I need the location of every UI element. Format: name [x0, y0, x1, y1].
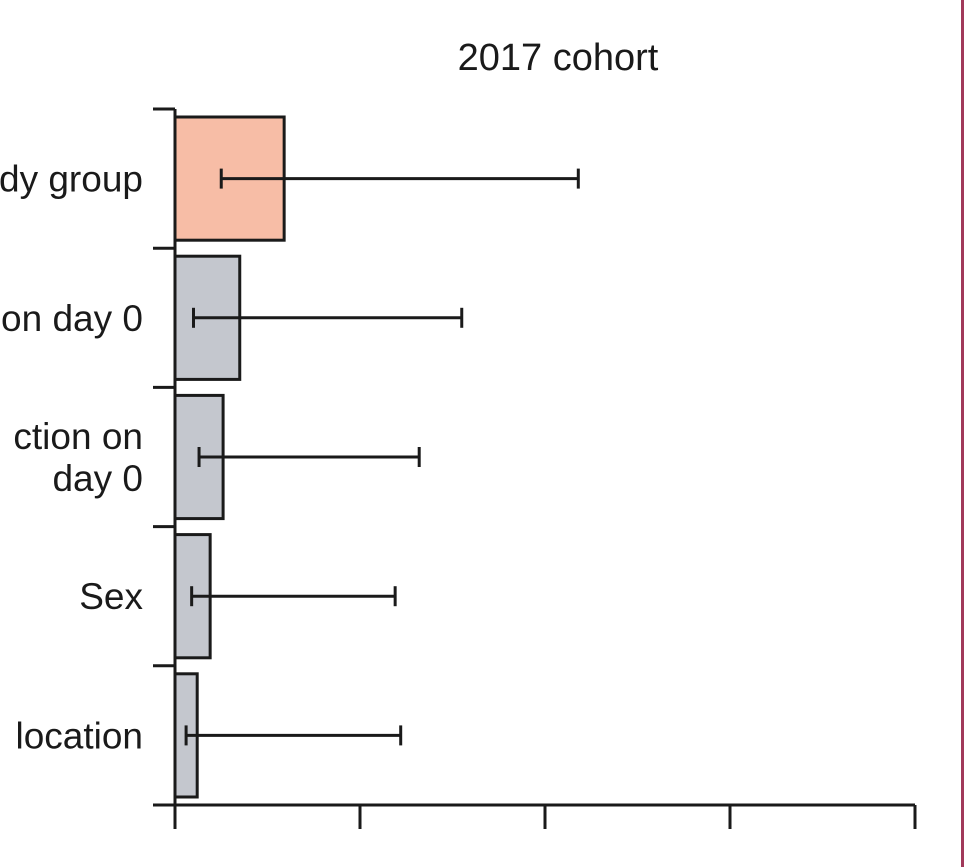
- error-bar-3: [190, 586, 397, 607]
- category-label-3: Sex: [79, 576, 143, 617]
- category-label-4: location: [15, 715, 143, 756]
- category-labels-layer: dy group on day 0 ction on day 0 Sex location: [0, 159, 143, 757]
- category-label-0: dy group: [0, 159, 143, 200]
- error-bar-0: [219, 168, 580, 189]
- category-label-1: on day 0: [1, 298, 143, 339]
- error-bar-4: [184, 725, 403, 746]
- category-label-2: ction on day 0: [13, 416, 143, 499]
- error-bar-2: [197, 447, 421, 467]
- chart-title: 2017 cohort: [458, 37, 659, 79]
- error-bars-layer: [184, 168, 580, 746]
- axes-layer: [153, 107, 917, 829]
- side-rule: [961, 0, 964, 867]
- error-bar-1: [192, 307, 464, 328]
